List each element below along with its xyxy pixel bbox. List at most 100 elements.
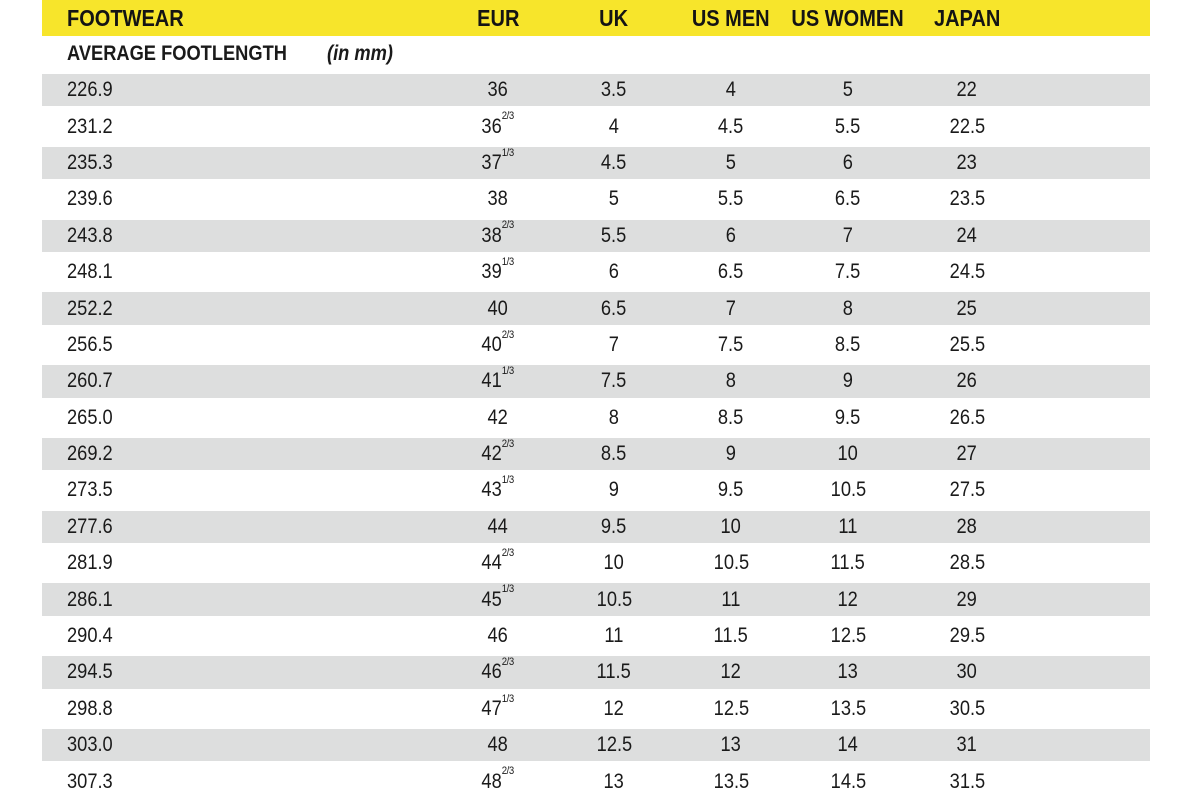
- subheader-note: (in mm): [326, 42, 393, 65]
- japan-size-value: 28: [956, 514, 978, 538]
- us-women-size-value: 9.5: [835, 405, 861, 429]
- header-footwear: FOOTWEAR: [42, 0, 440, 36]
- uk-size-value: 7.5: [601, 369, 627, 393]
- us-women-size-value: 5.5: [835, 114, 861, 138]
- japan-size-value: 30: [956, 660, 978, 684]
- cell-japan-size: 23: [906, 147, 1028, 179]
- us-men-size-value: 11: [721, 587, 741, 611]
- cell-japan-size: 29.5: [906, 618, 1028, 654]
- cell-uk-size: 7.5: [556, 365, 672, 397]
- cell-japan-size: 28: [906, 511, 1028, 543]
- uk-size-value: 12.5: [596, 733, 632, 757]
- table-row: 286.1 451/3 10.5 11 12 29: [42, 581, 1150, 618]
- cell-eur-size: 44: [440, 511, 556, 543]
- cell-eur-size: 38: [440, 181, 556, 217]
- footlength-value: 248.1: [67, 260, 113, 284]
- cell-us-men-size: 6.5: [672, 254, 790, 290]
- cell-japan-size: 27.5: [906, 472, 1028, 508]
- cell-us-women-size: 12: [790, 583, 906, 615]
- eur-size-value: 44: [487, 514, 509, 538]
- uk-size-value: 10: [603, 551, 625, 575]
- us-men-size-value: 6: [725, 223, 737, 247]
- subheader-label: AVERAGE FOOTLENGTH: [67, 42, 287, 65]
- us-women-size-value: 11: [838, 514, 858, 538]
- cell-footlength-mm: 226.9: [42, 74, 440, 106]
- cell-japan-size: 31: [906, 729, 1028, 761]
- cell-uk-size: 3.5: [556, 74, 672, 106]
- table-row: 252.2 40 6.5 7 8 25: [42, 290, 1150, 327]
- cell-us-men-size: 6: [672, 220, 790, 252]
- us-women-size-value: 12: [837, 587, 859, 611]
- cell-us-women-size: 8: [790, 292, 906, 324]
- us-men-size-value: 7.5: [718, 332, 744, 356]
- cell-footlength-mm: 294.5: [42, 656, 440, 688]
- cell-eur-size: 36: [440, 74, 556, 106]
- table-row: 298.8 471/3 12 12.5 13.5 30.5: [42, 691, 1150, 727]
- cell-us-men-size: 11.5: [672, 618, 790, 654]
- cell-footlength-mm: 307.3: [42, 763, 440, 799]
- japan-size-value: 22.5: [949, 114, 985, 138]
- us-women-size-value: 6: [842, 150, 854, 174]
- cell-filler: [1028, 545, 1150, 581]
- cell-filler: [1028, 656, 1150, 688]
- cell-eur-size: 391/3: [440, 254, 556, 290]
- cell-footlength-mm: 231.2: [42, 108, 440, 144]
- uk-size-value: 10.5: [596, 587, 632, 611]
- footlength-value: 277.6: [67, 514, 113, 538]
- eur-size-value: 371/3: [481, 146, 515, 174]
- eur-size-value: 362/3: [481, 110, 515, 138]
- cell-us-men-size: 9.5: [672, 472, 790, 508]
- us-women-size-value: 7: [842, 223, 854, 247]
- cell-japan-size: 30.5: [906, 691, 1028, 727]
- japan-size-value: 31.5: [949, 769, 985, 793]
- cell-japan-size: 24: [906, 220, 1028, 252]
- cell-filler: [1028, 327, 1150, 363]
- footlength-value: 290.4: [67, 624, 113, 648]
- cell-us-women-size: 11: [790, 511, 906, 543]
- header-japan-label: JAPAN: [933, 4, 1001, 31]
- cell-us-men-size: 4: [672, 74, 790, 106]
- us-men-size-value: 12.5: [713, 696, 749, 720]
- cell-footlength-mm: 243.8: [42, 220, 440, 252]
- cell-us-women-size: 5: [790, 74, 906, 106]
- us-women-size-value: 14.5: [830, 769, 866, 793]
- table-header-row: FOOTWEAR EUR UK US MEN US WOMEN JAPAN: [42, 0, 1150, 36]
- us-men-size-value: 10: [720, 514, 742, 538]
- us-women-size-value: 10: [837, 442, 859, 466]
- cell-footlength-mm: 252.2: [42, 292, 440, 324]
- cell-eur-size: 362/3: [440, 108, 556, 144]
- cell-japan-size: 25.5: [906, 327, 1028, 363]
- header-eur: EUR: [440, 0, 556, 36]
- cell-eur-size: 402/3: [440, 327, 556, 363]
- cell-footlength-mm: 260.7: [42, 365, 440, 397]
- japan-size-value: 28.5: [949, 551, 985, 575]
- header-filler: [1028, 0, 1150, 36]
- japan-size-value: 29.5: [949, 624, 985, 648]
- cell-uk-size: 8: [556, 400, 672, 436]
- cell-eur-size: 471/3: [440, 691, 556, 727]
- cell-filler: [1028, 472, 1150, 508]
- footlength-value: 298.8: [67, 696, 113, 720]
- cell-us-women-size: 13.5: [790, 691, 906, 727]
- cell-filler: [1028, 511, 1150, 543]
- cell-footlength-mm: 265.0: [42, 400, 440, 436]
- cell-us-men-size: 7.5: [672, 327, 790, 363]
- header-uk: UK: [556, 0, 672, 36]
- eur-size-value: 411/3: [481, 365, 515, 393]
- cell-footlength-mm: 239.6: [42, 181, 440, 217]
- uk-size-value: 6: [608, 260, 620, 284]
- japan-size-value: 29: [956, 587, 978, 611]
- table-row: 303.0 48 12.5 13 14 31: [42, 727, 1150, 764]
- eur-size-value: 382/3: [481, 219, 515, 247]
- uk-size-value: 4.5: [601, 150, 627, 174]
- cell-us-men-size: 4.5: [672, 108, 790, 144]
- eur-size-value: 431/3: [481, 474, 515, 502]
- cell-japan-size: 22.5: [906, 108, 1028, 144]
- japan-size-value: 23.5: [949, 187, 985, 211]
- cell-us-women-size: 11.5: [790, 545, 906, 581]
- cell-japan-size: 26.5: [906, 400, 1028, 436]
- footwear-size-table: FOOTWEAR EUR UK US MEN US WOMEN JAPAN AV…: [42, 0, 1150, 800]
- footlength-value: 252.2: [67, 296, 113, 320]
- uk-size-value: 8: [608, 405, 620, 429]
